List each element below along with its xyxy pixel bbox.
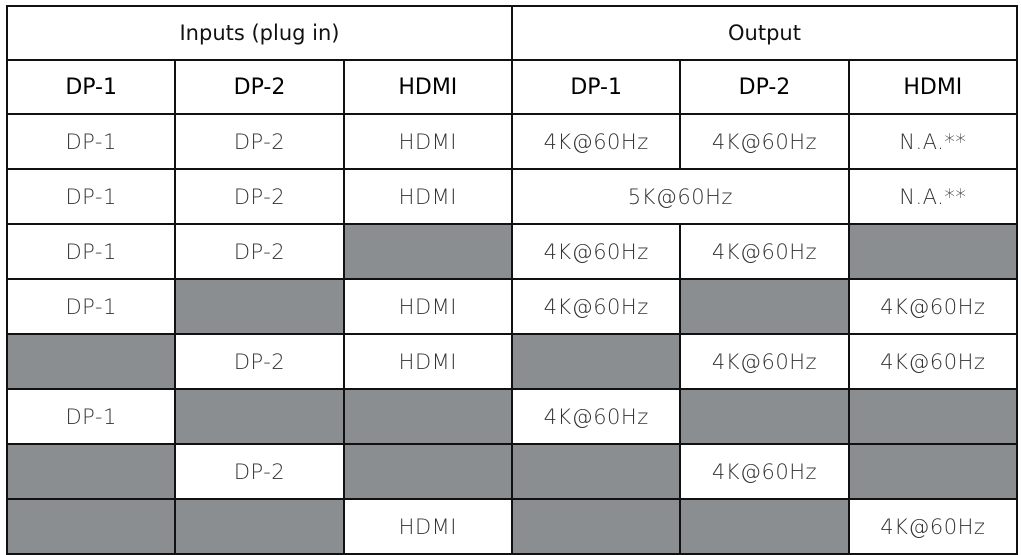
unavailable-cell [679,388,850,445]
column-header-row: DP-1 DP-2 HDMI DP-1 DP-2 HDMI [5,59,1019,115]
unavailable-cell [510,333,682,390]
table-row: HDMI 4K@60Hz [5,498,1019,555]
input-cell: DP-2 [174,168,345,225]
unavailable-cell [510,498,682,555]
input-cell: DP-1 [5,278,177,335]
input-cell: HDMI [342,168,513,225]
unavailable-cell [679,498,850,555]
output-cell: 4K@60Hz [510,223,682,280]
input-cell: HDMI [342,113,513,170]
output-cell: 4K@60Hz [510,113,682,170]
input-cell: DP-1 [5,113,177,170]
unavailable-cell [847,223,1019,280]
unavailable-cell [5,333,177,390]
unavailable-cell [342,443,513,500]
output-cell: 5K@60Hz [510,168,850,225]
table-row: DP-1 4K@60Hz [5,388,1019,445]
output-cell: N.A.** [847,113,1019,170]
output-col-dp2: DP-2 [679,59,850,115]
unavailable-cell [342,388,513,445]
output-header: Output [510,5,1019,61]
inputs-header: Inputs (plug in) [6,5,513,61]
input-cell: DP-1 [5,168,177,225]
input-cell: HDMI [342,333,513,390]
output-cell: 4K@60Hz [679,443,850,500]
input-cell: HDMI [342,278,513,335]
unavailable-cell [174,388,345,445]
table-row: DP-1 HDMI 4K@60Hz 4K@60Hz [5,278,1019,335]
output-cell: 4K@60Hz [847,498,1019,555]
output-cell: 4K@60Hz [679,113,850,170]
table-row: DP-2 HDMI 4K@60Hz 4K@60Hz [5,333,1019,390]
output-col-hdmi: HDMI [847,59,1019,115]
unavailable-cell [847,388,1019,445]
output-cell: N.A.** [847,168,1019,225]
input-cell: DP-2 [174,223,345,280]
unavailable-cell [342,223,513,280]
output-cell: 4K@60Hz [510,278,682,335]
output-cell: 4K@60Hz [847,333,1019,390]
unavailable-cell [847,443,1019,500]
input-cell: DP-2 [174,443,345,500]
input-cell: HDMI [342,498,513,555]
input-col-dp1: DP-1 [5,59,177,115]
unavailable-cell [5,498,177,555]
output-cell: 4K@60Hz [510,388,682,445]
unavailable-cell [679,278,850,335]
input-col-hdmi: HDMI [342,59,513,115]
input-cell: DP-1 [5,223,177,280]
output-col-dp1: DP-1 [510,59,682,115]
input-cell: DP-1 [5,388,177,445]
output-cell: 4K@60Hz [847,278,1019,335]
table-row: DP-2 4K@60Hz [5,443,1019,500]
group-header-row: Inputs (plug in) Output [6,5,1019,61]
unavailable-cell [5,443,177,500]
unavailable-cell [174,278,345,335]
output-cell: 4K@60Hz [679,333,850,390]
table-row: DP-1 DP-2 4K@60Hz 4K@60Hz [5,223,1019,280]
input-output-resolution-table: Inputs (plug in) Output DP-1 DP-2 HDMI D… [5,5,1019,555]
table-row: DP-1 DP-2 HDMI 4K@60Hz 4K@60Hz N.A.** [5,113,1019,170]
output-cell: 4K@60Hz [679,223,850,280]
table-row: DP-1 DP-2 HDMI 5K@60Hz N.A.** [5,168,1019,225]
input-cell: DP-2 [174,333,345,390]
input-col-dp2: DP-2 [174,59,345,115]
unavailable-cell [510,443,682,500]
unavailable-cell [174,498,345,555]
input-cell: DP-2 [174,113,345,170]
